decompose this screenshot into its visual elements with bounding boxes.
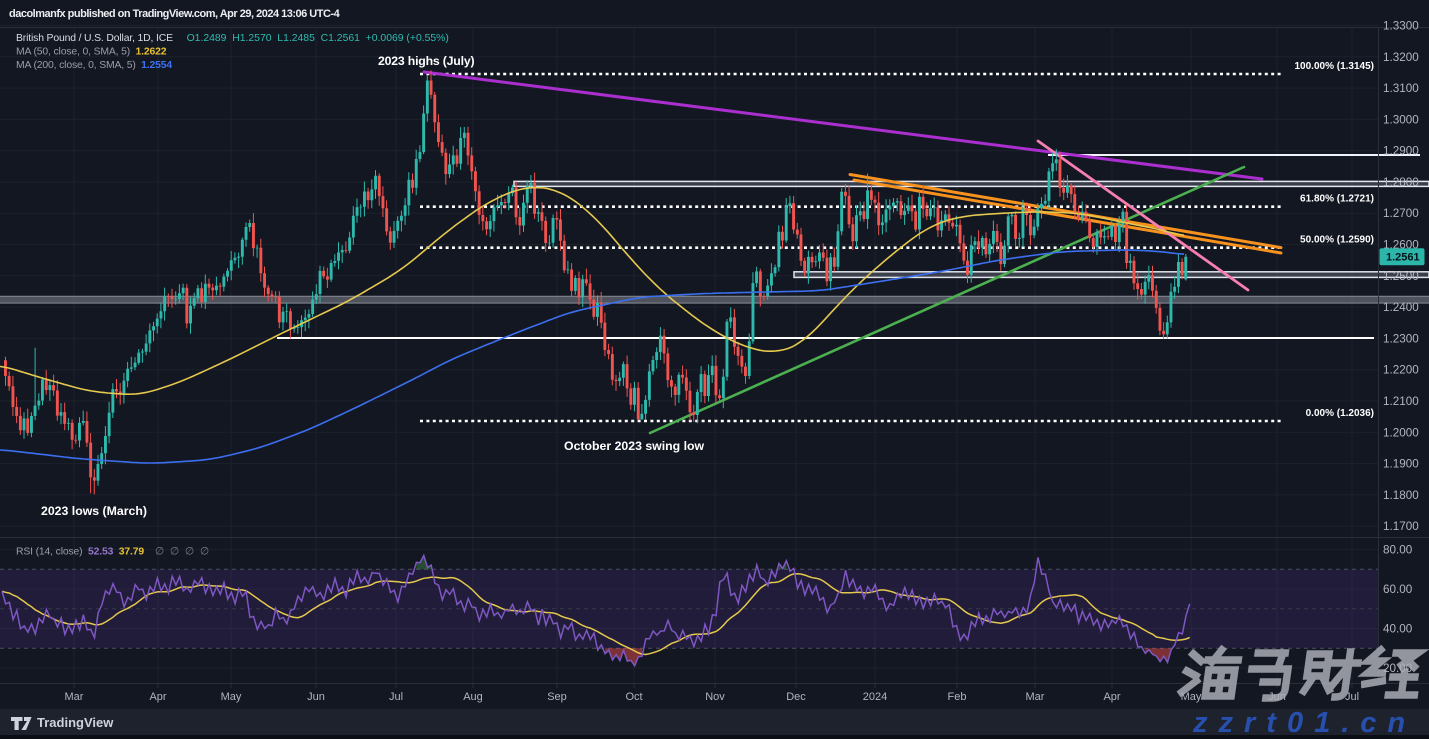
svg-text:0.00% (1.2036): 0.00% (1.2036) — [1306, 408, 1374, 419]
svg-text:Apr: Apr — [149, 691, 166, 703]
svg-text:zzrt01.cn: zzrt01.cn — [1192, 707, 1416, 739]
svg-text:1.1800: 1.1800 — [1383, 489, 1419, 502]
svg-text:Mar: Mar — [1026, 691, 1045, 703]
svg-text:October 2023 swing low: October 2023 swing low — [564, 439, 705, 453]
svg-text:Jul: Jul — [389, 691, 403, 703]
svg-text:∅ ∅ ∅ ∅: ∅ ∅ ∅ ∅ — [155, 546, 209, 558]
svg-text:1.3000: 1.3000 — [1383, 113, 1419, 126]
svg-text:1.2400: 1.2400 — [1383, 301, 1419, 314]
svg-text:Jun: Jun — [307, 691, 325, 703]
svg-text:Mar: Mar — [65, 691, 84, 703]
svg-text:1.2300: 1.2300 — [1383, 332, 1419, 345]
svg-text:60.00: 60.00 — [1383, 583, 1413, 596]
svg-text:MA (50, close, 0, SMA, 5) 1.2: MA (50, close, 0, SMA, 5) 1.2622 — [16, 47, 167, 58]
svg-text:100.00% (1.3145): 100.00% (1.3145) — [1294, 61, 1374, 72]
svg-text:May: May — [1181, 691, 1202, 703]
svg-text:1.1700: 1.1700 — [1383, 520, 1419, 533]
svg-text:1.2561: 1.2561 — [1386, 252, 1420, 264]
svg-text:2023 lows (March): 2023 lows (March) — [41, 504, 147, 518]
svg-text:2023 highs (July): 2023 highs (July) — [378, 54, 474, 68]
svg-text:Dec: Dec — [786, 691, 806, 703]
svg-text:Nov: Nov — [705, 691, 725, 703]
svg-text:Jul: Jul — [1345, 691, 1359, 703]
svg-text:1.2000: 1.2000 — [1383, 426, 1419, 439]
svg-text:RSI (14, close) 52.53 37.79: RSI (14, close) 52.53 37.79 — [16, 547, 144, 558]
svg-text:40.00: 40.00 — [1383, 623, 1413, 636]
svg-text:May: May — [221, 691, 242, 703]
svg-text:1.3300: 1.3300 — [1383, 20, 1419, 33]
svg-text:1.1900: 1.1900 — [1383, 458, 1419, 471]
svg-text:Oct: Oct — [625, 691, 642, 703]
svg-text:1.2100: 1.2100 — [1383, 395, 1419, 408]
svg-text:1.2700: 1.2700 — [1383, 207, 1419, 220]
svg-text:TradingView: TradingView — [37, 715, 114, 730]
svg-text:2024: 2024 — [863, 691, 887, 703]
svg-text:Feb: Feb — [948, 691, 967, 703]
svg-text:1.3100: 1.3100 — [1383, 82, 1419, 95]
svg-text:1.2500: 1.2500 — [1383, 270, 1419, 283]
svg-text:80.00: 80.00 — [1383, 544, 1413, 557]
svg-text:1.3200: 1.3200 — [1383, 51, 1419, 64]
svg-text:Apr: Apr — [1103, 691, 1120, 703]
svg-text:MA (200, close, 0, SMA, 5) 1.: MA (200, close, 0, SMA, 5) 1.2554 — [16, 60, 172, 71]
svg-text:British Pound / U.S. Dollar, 1: British Pound / U.S. Dollar, 1D, ICE — [16, 33, 173, 44]
svg-text:1.2200: 1.2200 — [1383, 364, 1419, 377]
svg-text:dacolmanfx published on Tradin: dacolmanfx published on TradingView.com,… — [9, 8, 341, 20]
svg-text:1.2900: 1.2900 — [1383, 145, 1419, 158]
svg-text:Aug: Aug — [463, 691, 483, 703]
svg-text:Sep: Sep — [547, 691, 567, 703]
svg-text:61.80% (1.2721): 61.80% (1.2721) — [1300, 194, 1374, 205]
svg-text:1.2800: 1.2800 — [1383, 176, 1419, 189]
svg-text:O1.2489 H1.2570 L1.2485 C1.: O1.2489 H1.2570 L1.2485 C1.2561 +0.0069 … — [187, 33, 449, 44]
svg-text:50.00% (1.2590): 50.00% (1.2590) — [1300, 235, 1374, 246]
